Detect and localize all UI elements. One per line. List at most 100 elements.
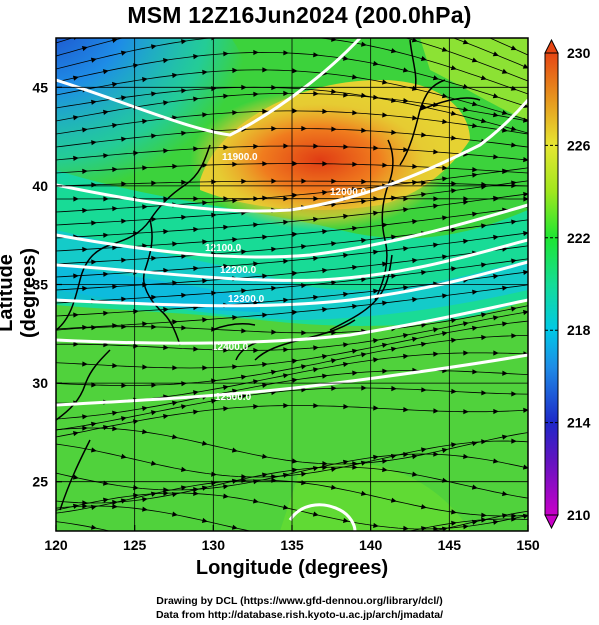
streamline-arrow — [283, 258, 289, 264]
streamline-arrow — [433, 242, 439, 248]
streamline-arrow — [181, 88, 187, 94]
streamline-arrow — [390, 497, 397, 503]
streamline-arrow — [450, 65, 457, 71]
streamline-arrow — [331, 178, 337, 184]
streamline-arrow — [202, 20, 208, 25]
streamline-arrow — [481, 390, 487, 396]
streamline-arrow — [223, 493, 229, 499]
streamline-arrow — [352, 23, 358, 28]
streamline-arrow — [253, 261, 259, 267]
streamline-arrow — [73, 312, 79, 318]
streamline-arrow — [283, 0, 289, 3]
streamline-arrow — [151, 294, 157, 300]
streamline-arrow — [463, 453, 469, 459]
streamline-arrow — [331, 126, 337, 132]
streamline-arrow — [211, 378, 217, 384]
x-tick-label: 120 — [44, 537, 68, 553]
streamline-arrow — [403, 353, 409, 359]
streamline-arrow — [193, 390, 199, 396]
streamline-arrow — [433, 327, 439, 333]
streamline-arrow — [390, 48, 397, 54]
streamline-arrow — [421, 322, 427, 328]
streamline-arrow — [352, 225, 358, 231]
colorbar-tick-label: 210 — [567, 507, 591, 523]
streamline-arrow — [481, 517, 487, 523]
streamline-arrow — [223, 347, 229, 353]
streamline-arrow — [331, 88, 337, 95]
streamline-arrow — [523, 407, 528, 413]
streamline — [56, 163, 528, 174]
streamline-arrow — [271, 329, 277, 335]
streamline-arrow — [481, 439, 487, 445]
streamline-arrow — [442, 176, 448, 182]
streamline-arrow — [292, 68, 298, 74]
streamline-arrow — [301, 125, 307, 132]
streamline-arrow — [181, 381, 187, 387]
streamline-arrow — [181, 404, 187, 410]
streamline-arrow — [352, 539, 358, 544]
streamline-arrow — [352, 303, 358, 309]
streamline-arrow — [522, 464, 528, 470]
streamline-arrow — [523, 269, 528, 275]
streamline-arrow — [322, 307, 328, 313]
streamline-arrow — [471, 519, 478, 525]
streamline-arrow — [472, 325, 478, 331]
streamline-arrow — [312, 466, 319, 472]
streamline-arrow — [181, 466, 187, 472]
streamline-arrow — [262, 273, 268, 279]
streamline-arrow — [151, 538, 157, 543]
streamline-arrow — [202, 162, 208, 168]
streamline — [56, 110, 528, 135]
streamline-arrow — [403, 196, 409, 202]
streamline-arrow — [463, 532, 469, 537]
streamline-arrow — [322, 268, 328, 274]
streamline-arrow — [402, 67, 409, 73]
colorbar-tick-label: 230 — [567, 45, 591, 61]
streamline-arrow — [313, 216, 319, 222]
streamline-arrow — [241, 374, 247, 380]
streamline-arrow — [73, 196, 79, 202]
streamline-arrow — [282, 504, 289, 510]
streamline-arrow — [142, 31, 148, 36]
streamline-arrow — [223, 0, 229, 5]
streamline-arrow — [172, 319, 178, 325]
streamline-arrow — [172, 24, 178, 29]
streamline-arrow — [382, 112, 388, 118]
streamline-arrow — [292, 108, 298, 114]
streamline-arrow — [421, 341, 427, 347]
streamline-arrow — [81, 46, 88, 52]
streamline-arrow — [322, 539, 328, 544]
streamline-arrow — [211, 398, 217, 404]
x-tick-label: 140 — [359, 537, 383, 553]
streamline-arrow — [151, 255, 157, 261]
streamline-arrow — [91, 259, 97, 265]
streamline-arrow — [403, 285, 409, 291]
streamline-arrow — [82, 127, 88, 133]
streamline-arrow — [201, 517, 208, 523]
streamline-arrow — [121, 324, 127, 330]
streamline-arrow — [91, 220, 97, 226]
streamline-arrow — [493, 408, 499, 415]
streamline-arrow — [172, 241, 178, 247]
streamline-arrow — [112, 245, 118, 251]
streamline-arrow — [451, 266, 457, 272]
streamline-arrow — [523, 191, 528, 197]
streamline-arrow — [151, 216, 157, 222]
streamline-arrow — [82, 361, 88, 367]
streamline-arrow — [411, 38, 418, 43]
x-axis-ticks: 120 125 130 135 140 145 150 — [44, 525, 540, 553]
streamline-arrow — [343, 538, 349, 543]
streamline-arrow — [262, 15, 268, 20]
streamline-arrow — [91, 524, 97, 530]
streamline-arrow — [73, 431, 79, 437]
streamline-arrow — [262, 195, 268, 201]
streamline-arrow — [271, 369, 277, 375]
streamline-arrow — [313, 0, 319, 5]
streamline-arrow — [163, 344, 169, 351]
y-axis-label: Latitude (degrees) — [0, 247, 40, 339]
streamline-arrow — [172, 365, 178, 371]
streamline-arrow — [151, 0, 157, 2]
streamline-arrow — [331, 280, 337, 286]
streamline-arrow — [421, 270, 427, 276]
streamline-arrow — [223, 93, 229, 99]
